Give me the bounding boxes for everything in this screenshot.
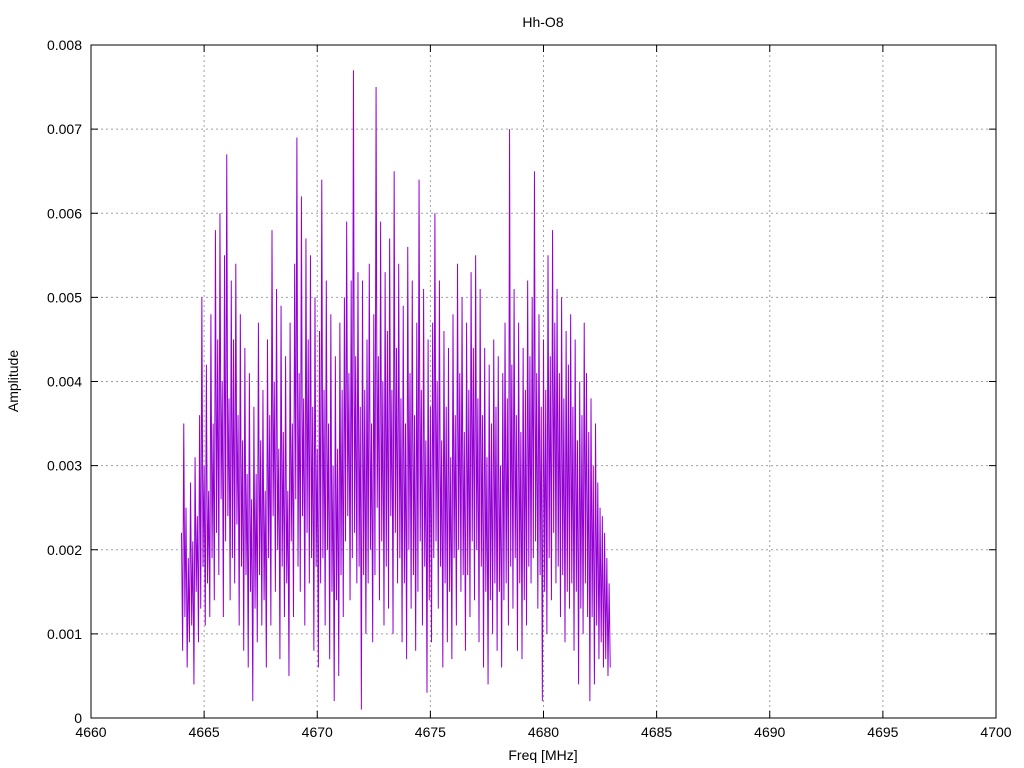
series-line-amplitude: [181, 70, 611, 710]
y-tick-label: 0.008: [47, 37, 82, 53]
x-tick-label: 4670: [302, 724, 333, 740]
y-tick-label: 0.002: [47, 542, 82, 558]
x-tick-label: 4675: [415, 724, 446, 740]
x-tick-label: 4685: [641, 724, 672, 740]
y-tick-label: 0.003: [47, 458, 82, 474]
y-tick-label: 0.005: [47, 289, 82, 305]
y-axis-label: Amplitude: [5, 350, 21, 412]
y-tick-label: 0: [74, 710, 82, 726]
tick-marks: [90, 44, 997, 719]
x-tick-label: 4690: [754, 724, 785, 740]
x-tick-label: 4695: [867, 724, 898, 740]
series-layer: [181, 70, 611, 710]
x-tick-label: 4700: [980, 724, 1011, 740]
y-tick-label: 0.004: [47, 374, 82, 390]
x-tick-label: 4660: [75, 724, 106, 740]
y-tick-label: 0.007: [47, 121, 82, 137]
y-tick-label: 0.006: [47, 205, 82, 221]
x-tick-label: 4665: [189, 724, 220, 740]
x-tick-labels: 4660 4665 4670 4675 4680 4685 4690 4695 4700: [75, 724, 1011, 740]
y-tick-label: 0.001: [47, 626, 82, 642]
x-axis-label: Freq [MHz]: [508, 747, 577, 763]
y-tick-labels: 0 0.001 0.002 0.003 0.004 0.005 0.006 0.007 0.00…: [47, 37, 82, 726]
x-tick-label: 4680: [528, 724, 559, 740]
chart-title: Hh-O8: [522, 14, 563, 30]
